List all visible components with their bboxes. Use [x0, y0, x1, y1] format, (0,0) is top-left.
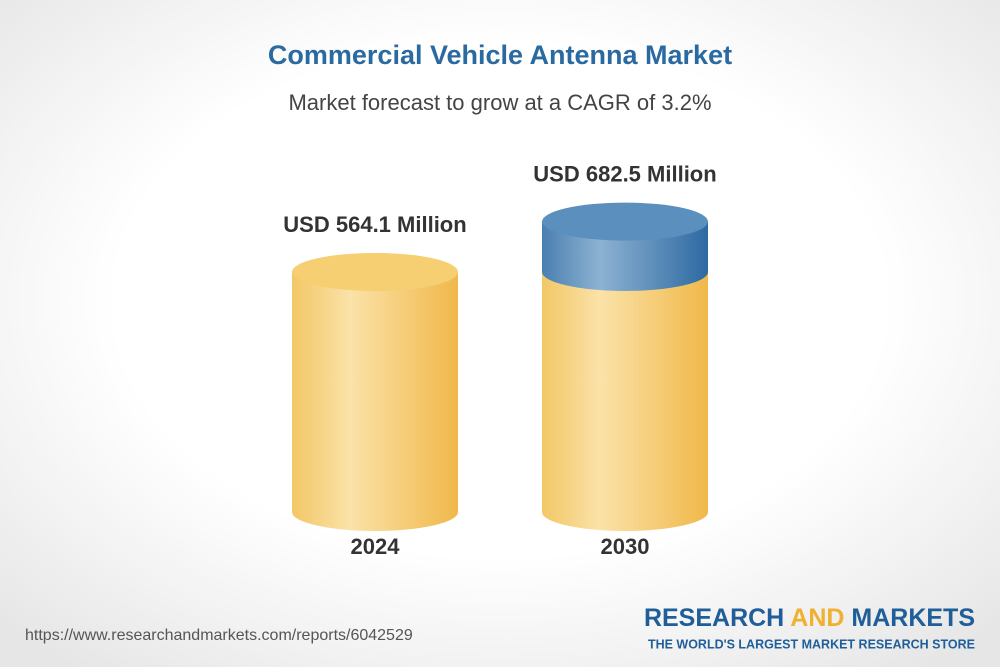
- source-url: https://www.researchandmarkets.com/repor…: [25, 627, 413, 644]
- logo: RESEARCH AND MARKETS: [644, 604, 975, 632]
- chart-subtitle: Market forecast to grow at a CAGR of 3.2…: [288, 90, 711, 115]
- cylinder-top: [542, 202, 708, 241]
- cylinder-top: [292, 252, 458, 291]
- logo-research: RESEARCH: [644, 604, 784, 632]
- x-tick-label: 2030: [601, 534, 650, 559]
- value-label: USD 564.1 Million: [283, 212, 466, 237]
- logo-tagline: THE WORLD'S LARGEST MARKET RESEARCH STOR…: [648, 637, 975, 651]
- value-label: USD 682.5 Million: [533, 161, 716, 186]
- cylinder-body: [292, 271, 458, 531]
- x-tick-label: 2024: [351, 534, 401, 559]
- plot: USD 564.1 Million 2024 USD 682.5 Million 20…: [283, 161, 716, 558]
- logo-and: AND: [790, 604, 844, 632]
- logo-markets: MARKETS: [851, 604, 975, 632]
- chart-title: Commercial Vehicle Antenna Market: [268, 40, 732, 70]
- growth-segment: [542, 221, 708, 291]
- cylinder-body: [542, 221, 708, 531]
